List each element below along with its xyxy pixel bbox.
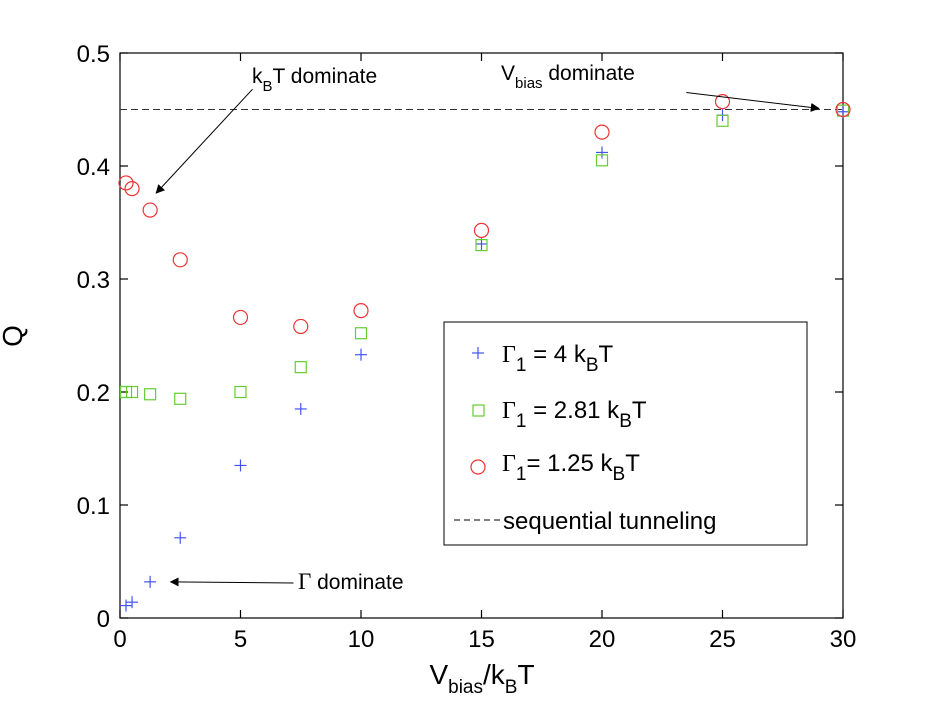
circle-point [353,303,369,319]
plus-point [596,146,608,159]
y-tick-label: 0 [97,606,110,633]
legend-label-gamma-2-81: Γ1 = 2.81 kBT [502,397,647,432]
y-tick-label: 0.2 [77,380,110,407]
annotation-arrow-kbt [155,88,253,194]
legend: Γ1 = 4 kBT Γ1 = 2.81 kBT Γ1= 1.25 kBT se… [443,321,808,546]
legend-entry-gamma-1-25: Γ1= 1.25 kBT [470,450,640,485]
square-point [475,239,488,252]
annotation-text-gamma: Γ dominate [298,569,404,594]
x-tick-label: 20 [589,626,616,653]
data-markers [118,93,851,612]
square-point [294,361,307,374]
x-tick-label: 30 [830,626,857,653]
x-tick-label: 10 [348,626,375,653]
plus-point [234,459,247,472]
circle-point [232,309,249,326]
square-point [234,385,247,399]
square-point [174,392,187,405]
square-point [144,388,157,401]
y-axis-label: Q [0,325,28,347]
axis-ticks: 0 5 10 15 20 25 30 0 0.1 0.2 0.3 0.4 0.5 [77,41,857,653]
x-tick-label: 5 [234,626,247,653]
circle-point [172,252,188,268]
legend-label-sequential-tunneling: sequential tunneling [503,508,717,535]
x-tick-label: 25 [709,626,736,653]
annotation-arrow-gamma [169,577,294,587]
square-point [716,114,729,127]
legend-label-gamma-1-25: Γ1= 1.25 kBT [502,450,640,485]
y-tick-label: 0.1 [77,493,110,520]
square-point [595,154,609,167]
legend-plus-marker [472,347,484,359]
legend-entry-gamma-2-81: Γ1 = 2.81 kBT [472,397,647,432]
circle-point [473,222,490,239]
legend-entry-gamma-4: Γ1 = 4 kBT [472,341,614,376]
plus-point [355,348,367,361]
circle-point [293,318,309,335]
y-tick-label: 0.5 [77,41,110,68]
plus-point [126,596,139,609]
x-axis-label: Vbias/kBT [429,659,534,698]
plus-point [144,575,157,588]
x-tick-label: 15 [468,626,495,653]
legend-square-marker [472,404,485,417]
annotations: kBT dominate Vbias dominate Γ dominate [155,62,820,594]
legend-label-gamma-4: Γ1 = 4 kBT [502,341,614,376]
circle-point [714,93,731,110]
plus-point [294,402,307,415]
y-tick-label: 0.3 [77,267,110,294]
legend-circle-marker [470,459,486,475]
plus-point [120,599,133,612]
annotation-text-kbt: kBT dominate [252,65,377,95]
legend-box [443,321,808,546]
circle-point [124,181,140,197]
circle-point [594,124,610,140]
square-point [125,385,139,399]
x-tick-label: 0 [113,626,126,653]
plus-point [174,531,187,544]
circle-point [835,101,851,118]
annotation-text-vbias: Vbias dominate [501,62,635,92]
circle-point [118,175,134,191]
legend-entry-sequential-tunneling: sequential tunneling [454,508,717,535]
square-point [354,327,368,340]
annotation-arrow-vbias [686,92,820,112]
circle-point [142,202,158,218]
y-tick-label: 0.4 [77,154,110,181]
